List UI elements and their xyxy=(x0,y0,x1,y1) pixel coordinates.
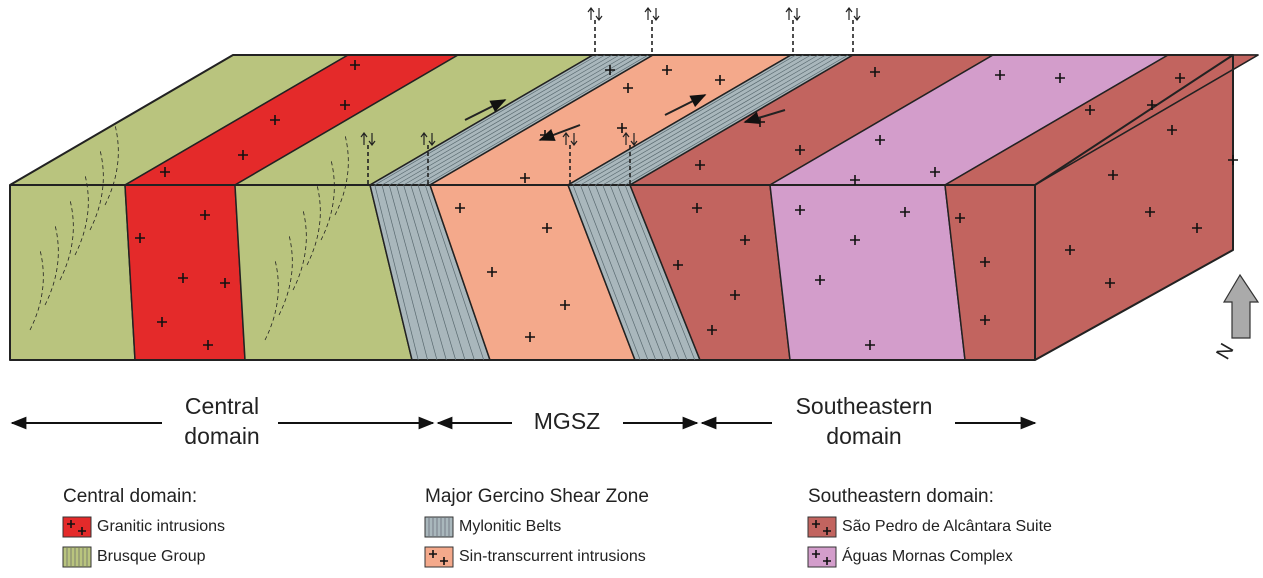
legend-label: Águas Mornas Complex xyxy=(842,546,1013,565)
legend-swatch xyxy=(63,517,91,537)
domain-label: domain xyxy=(184,423,259,449)
fault-arrow xyxy=(588,8,602,20)
front-band xyxy=(125,185,245,360)
domain-label: Southeastern xyxy=(796,393,933,419)
legend-heading: Southeastern domain: xyxy=(808,486,994,507)
fault-arrow xyxy=(786,8,800,20)
block-diagram: Central domain MGSZ Southeastern domain … xyxy=(0,0,1263,578)
legend: Central domain: Granitic intrusions Brusqu… xyxy=(63,486,1052,567)
north-arrow: N xyxy=(1212,275,1258,363)
legend-label: São Pedro de Alcântara Suite xyxy=(842,518,1052,535)
legend-swatch xyxy=(808,547,836,567)
fault-arrow xyxy=(846,8,860,20)
fault-arrow xyxy=(645,8,659,20)
domain-label: domain xyxy=(826,423,901,449)
legend-swatch xyxy=(425,547,453,567)
legend-label: Sin-transcurrent intrusions xyxy=(459,548,646,565)
legend-swatch xyxy=(808,517,836,537)
domain-label: MGSZ xyxy=(534,408,600,434)
legend-label: Mylonitic Belts xyxy=(459,518,561,535)
legend-label: Brusque Group xyxy=(97,548,206,565)
legend-label: Granitic intrusions xyxy=(97,518,225,535)
legend-heading: Central domain: xyxy=(63,486,197,507)
legend-heading: Major Gercino Shear Zone xyxy=(425,486,649,507)
domain-label: Central xyxy=(185,393,259,419)
north-label: N xyxy=(1212,340,1238,364)
